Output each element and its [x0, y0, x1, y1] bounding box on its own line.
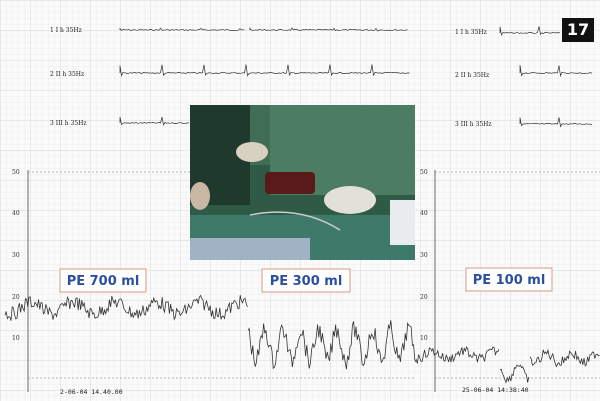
tick-label: 20 [12, 294, 20, 301]
tick-label: 20 [420, 294, 428, 301]
pe-label: PE 100 ml [473, 273, 546, 288]
lead-label: 3 III h 35Hz [455, 121, 492, 128]
timestamp: 25-06-04 14:38:40 [462, 386, 529, 394]
lead-label: 3 III h 35Hz [50, 120, 87, 127]
slide-number: 17 [567, 20, 589, 39]
ecg-slide: 17 1 I h 35Hz 2 II h 35Hz 3 III h 35Hz 1… [0, 0, 600, 401]
tick-label: 50 [12, 169, 20, 176]
tick-label: 40 [12, 210, 20, 217]
tick-label: 10 [420, 335, 428, 342]
tick-label: 30 [420, 252, 428, 259]
photo [190, 105, 415, 260]
timestamp: 2-06-04 14.40.00 [60, 388, 123, 396]
screenshot: 17 1 I h 35Hz 2 II h 35Hz 3 III h 35Hz 1… [0, 0, 600, 401]
lead-label: 1 I h 35Hz [50, 27, 82, 34]
tick-label: 10 [12, 335, 20, 342]
lead-label: 2 II h 35Hz [455, 72, 489, 79]
pe-label: PE 300 ml [270, 274, 343, 289]
tick-label: 50 [420, 169, 428, 176]
tick-label: 30 [12, 252, 20, 259]
pe-label: PE 700 ml [67, 274, 140, 289]
lead-label: 1 I h 35Hz [455, 29, 487, 36]
tick-label: 40 [420, 210, 428, 217]
lead-label: 2 II h 35Hz [50, 71, 84, 78]
